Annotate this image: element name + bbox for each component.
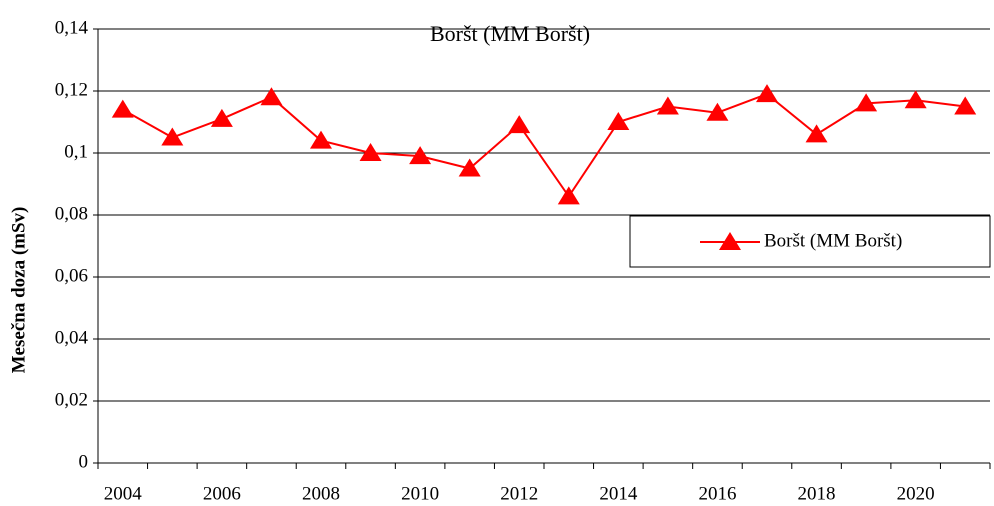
point-marker [756,84,778,103]
point-marker [706,102,729,121]
point-marker [508,115,531,134]
x-tick-label: 2020 [897,483,935,504]
y-tick-label: 0,12 [55,79,88,100]
point-marker [904,90,927,109]
x-tick-label: 2012 [500,483,538,504]
legend: Boršt (MM Boršt) [629,215,991,268]
x-tick-label: 2016 [698,483,736,504]
x-tick-label: 2018 [798,483,836,504]
y-axis-label: Mesečna doza (mSv) [8,207,29,374]
y-tick-label: 0,14 [55,17,89,38]
point-marker [260,87,283,106]
point-marker [111,99,134,118]
legend-label: Boršt (MM Boršt) [764,230,902,251]
point-marker [409,146,432,165]
x-tick-label: 2004 [104,483,143,504]
point-marker [458,158,481,177]
y-tick-label: 0,1 [64,141,88,162]
y-tick-label: 0 [79,451,89,472]
point-marker [161,127,184,146]
series-line [122,92,966,199]
point-marker [359,143,382,161]
point-marker [656,96,679,115]
point-marker [310,130,332,149]
y-tick-label: 0,04 [55,327,89,348]
y-tick-label: 0,02 [55,389,88,410]
y-tick-label: 0,06 [55,265,88,286]
point-marker [954,96,977,115]
point-marker [805,124,828,143]
chart-title: Boršt (MM Boršt) [430,21,590,46]
legend-box [629,215,991,268]
x-tick-label: 2008 [302,483,340,504]
x-tick-label: 2014 [599,483,638,504]
point-marker [557,186,580,205]
legend-marker [719,232,741,250]
point-marker [855,93,878,112]
point-marker [210,108,233,127]
y-tick-label: 0,08 [55,203,88,224]
x-tick-label: 2006 [203,483,241,504]
point-marker [607,112,630,130]
x-tick-label: 2010 [401,483,439,504]
